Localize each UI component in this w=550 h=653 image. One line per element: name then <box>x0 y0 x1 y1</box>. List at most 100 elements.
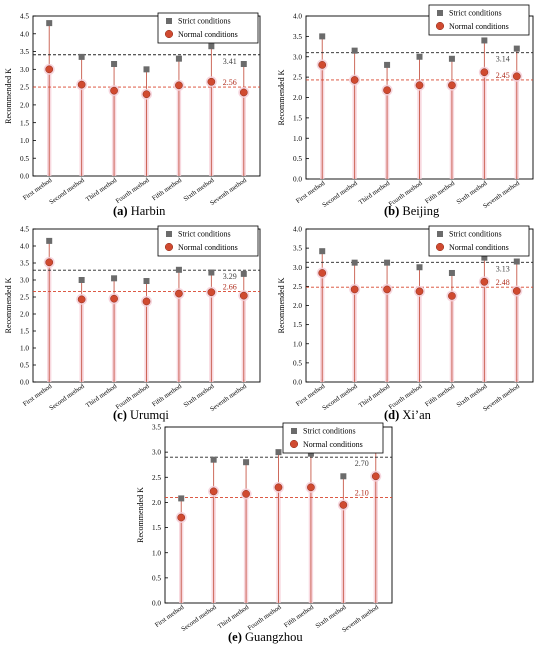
strict-point <box>78 277 85 283</box>
y-tick-label: 3.0 <box>20 66 29 74</box>
strict-point <box>111 275 118 282</box>
legend-normal-marker <box>289 439 299 449</box>
y-tick-label: 3.5 <box>152 424 161 432</box>
y-tick-label: 4.5 <box>20 226 29 234</box>
x-tick-label: Fourth method <box>115 383 152 412</box>
legend: Strict conditions Normal conditions <box>157 225 259 257</box>
legend-normal-label: Normal conditions <box>178 30 238 39</box>
chart-panel-xian: 0.0 0.5 1.0 1.5 2.0 2.5 3.0 3.5 4.0 Recommended K… <box>277 225 534 413</box>
normal-point <box>480 68 489 77</box>
y-tick-label: 3.0 <box>293 264 302 272</box>
strict-point <box>46 20 53 27</box>
strict-point <box>319 248 326 255</box>
strict-point <box>240 61 247 67</box>
strict-point <box>481 254 488 261</box>
normal-mean-label: 2.66 <box>223 283 237 292</box>
normal-point <box>383 285 391 294</box>
legend-box <box>428 225 530 257</box>
normal-point <box>318 269 327 277</box>
normal-point <box>242 490 250 498</box>
y-axis-label: Recommended K <box>4 277 13 333</box>
y-tick-label: 0.5 <box>293 155 302 163</box>
legend-box <box>157 12 259 44</box>
y-tick-label: 1.5 <box>20 328 29 336</box>
y-axis-label: Recommended K <box>277 277 286 333</box>
normal-point <box>274 483 283 492</box>
y-tick-label: 3.5 <box>293 33 302 41</box>
caption-city: Urumqi <box>130 408 169 422</box>
y-tick-label: 4.0 <box>293 226 302 234</box>
strict-point <box>513 45 520 52</box>
caption-harbin: (a) Harbin <box>113 204 165 219</box>
y-tick-label: 4.5 <box>20 13 29 21</box>
y-tick-label: 2.0 <box>293 94 302 102</box>
normal-point <box>177 513 186 522</box>
y-tick-label: 3.0 <box>293 53 302 61</box>
caption-letter: (e) <box>228 630 242 644</box>
strict-point <box>340 473 347 480</box>
legend: Strict conditions Normal conditions <box>157 12 259 44</box>
strict-point <box>240 270 247 277</box>
strict-point <box>351 259 358 266</box>
normal-point <box>207 77 216 86</box>
normal-mean-label: 2.10 <box>355 488 369 497</box>
y-tick-label: 3.5 <box>20 48 29 56</box>
strict-point <box>384 61 391 68</box>
normal-point <box>318 61 327 69</box>
normal-point <box>383 86 391 95</box>
y-tick-label: 0.0 <box>20 379 29 387</box>
y-tick-label: 3.5 <box>293 245 302 253</box>
legend-box <box>282 422 384 454</box>
strict-point <box>208 43 215 50</box>
caption-beijing: (b) Beijing <box>384 204 439 219</box>
caption-guangzhou: (e) Guangzhou <box>228 630 303 645</box>
x-tick-label: Second method <box>48 383 86 413</box>
y-tick-label: 1.0 <box>152 549 161 557</box>
legend-strict-label: Strict conditions <box>449 230 502 239</box>
strict-point <box>243 459 250 466</box>
y-tick-label: 0.0 <box>152 600 161 608</box>
y-tick-label: 2.5 <box>20 294 29 302</box>
legend-box <box>157 225 259 257</box>
legend-normal-label: Normal conditions <box>449 22 509 31</box>
strict-point <box>448 269 455 276</box>
x-tick-label: Fourth method <box>115 177 152 206</box>
x-tick-label: Seventh method <box>482 180 522 211</box>
strict-point <box>351 47 358 54</box>
strict-point <box>384 259 391 266</box>
legend-strict-marker <box>437 10 443 16</box>
y-tick-label: 0.5 <box>20 362 29 370</box>
legend: Strict conditions Normal conditions <box>282 422 384 454</box>
y-tick-label: 1.0 <box>293 340 302 348</box>
y-tick-label: 1.5 <box>20 119 29 127</box>
normal-point <box>209 487 218 496</box>
normal-point <box>415 287 424 296</box>
normal-mean-label: 2.48 <box>496 278 510 287</box>
caption-city: Xi’an <box>402 408 431 422</box>
strict-mean-label: 3.13 <box>496 264 510 273</box>
legend-normal-marker <box>164 29 174 39</box>
y-tick-label: 2.5 <box>293 74 302 82</box>
strict-mean-label: 3.29 <box>223 272 237 281</box>
normal-mean-label: 2.56 <box>223 78 237 87</box>
caption-city: Harbin <box>130 204 166 218</box>
chart-panel-harbin: 0.0 0.5 1.0 1.5 2.0 2.5 3.0 3.5 4.0 4.5 Recommende… <box>4 12 261 207</box>
x-tick-label: Seventh method <box>209 383 249 414</box>
normal-point <box>448 292 456 300</box>
y-tick-label: 2.0 <box>20 101 29 109</box>
chart-panel-beijing: 0.0 0.5 1.0 1.5 2.0 2.5 3.0 3.5 4.0 Recommended K… <box>277 4 534 211</box>
normal-point <box>77 295 86 304</box>
caption-xian: (d) Xi’an <box>384 408 431 423</box>
x-tick-label: Second method <box>180 604 218 634</box>
y-tick-label: 2.0 <box>152 499 161 507</box>
legend-strict-marker <box>166 231 172 237</box>
caption-letter: (a) <box>113 204 128 218</box>
normal-mean-label: 2.45 <box>496 71 510 80</box>
normal-point <box>142 90 151 99</box>
strict-point <box>275 449 282 456</box>
normal-point <box>350 76 359 84</box>
normal-point <box>512 287 521 295</box>
legend-strict-marker <box>166 18 172 24</box>
